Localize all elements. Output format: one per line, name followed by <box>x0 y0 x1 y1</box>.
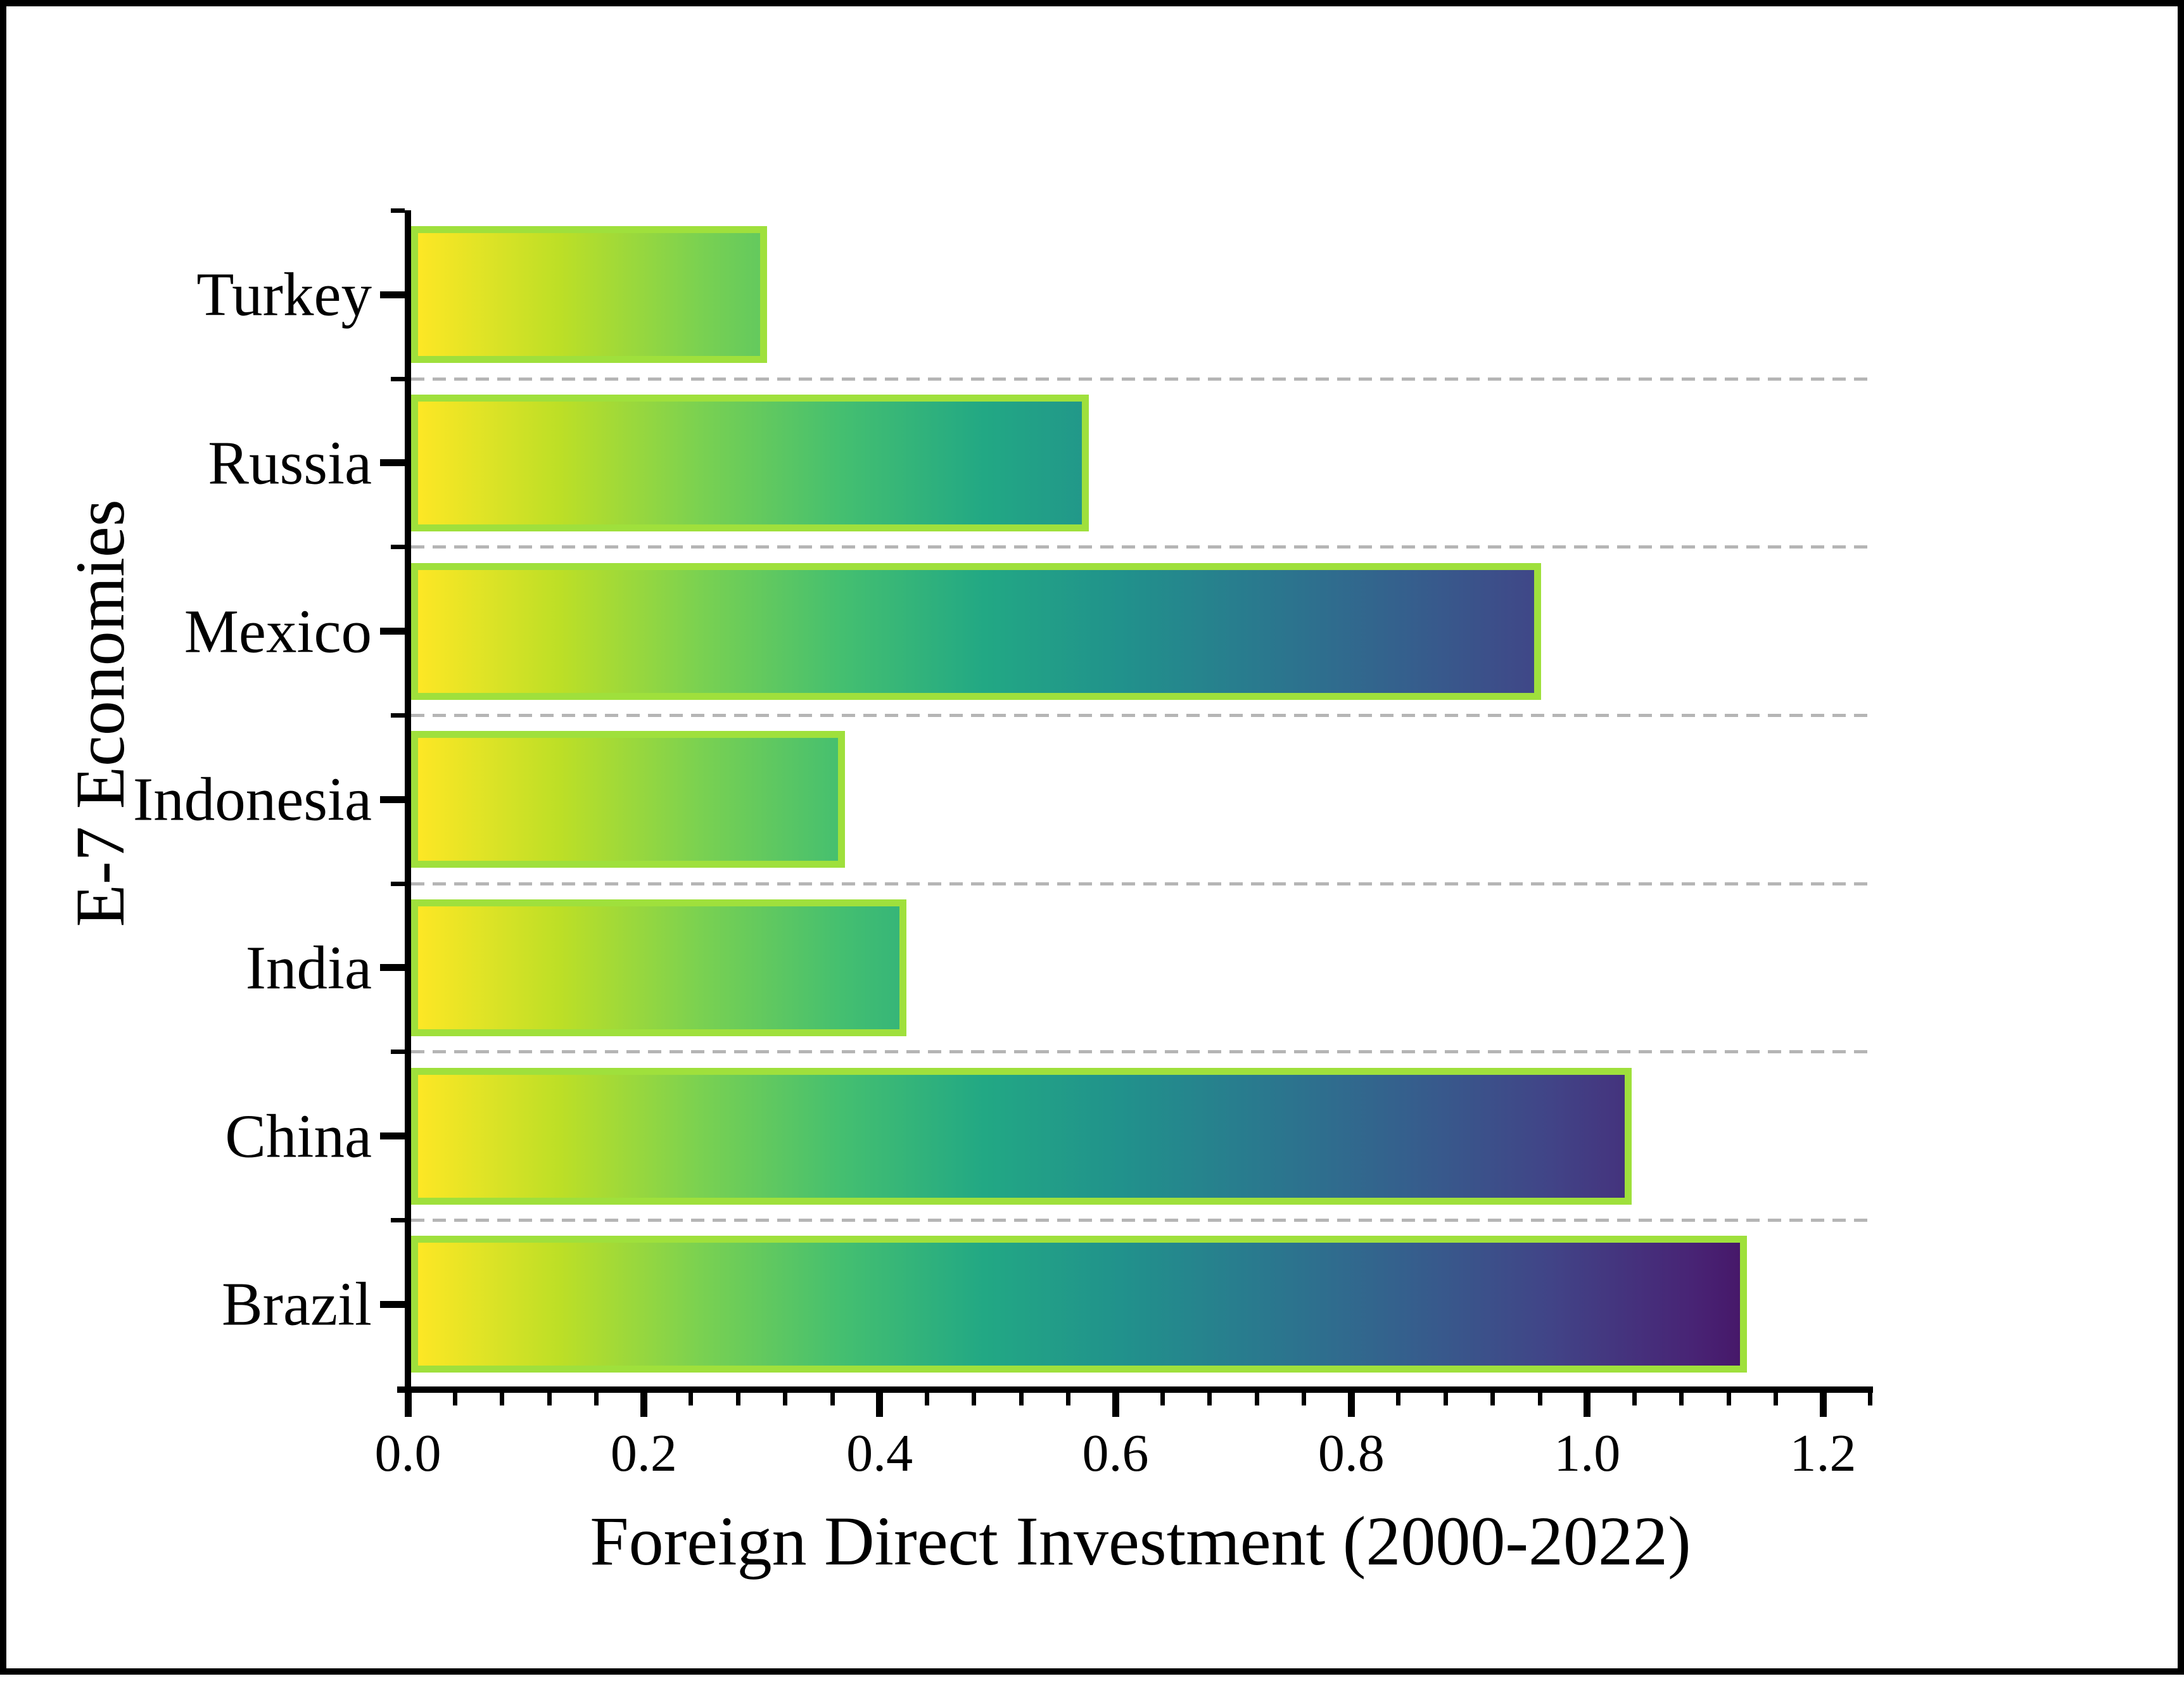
y-major-tick <box>380 1132 405 1140</box>
y-minor-tick <box>391 376 405 381</box>
x-major-tick <box>1584 1393 1591 1417</box>
y-minor-tick <box>391 881 405 886</box>
x-tick-label: 0.4 <box>846 1424 913 1483</box>
gridline-dashed <box>411 1218 1873 1222</box>
y-minor-tick <box>391 1217 405 1222</box>
x-minor-tick <box>1019 1393 1024 1405</box>
category-label-india: India <box>245 934 372 1002</box>
x-minor-tick <box>1160 1393 1165 1405</box>
x-minor-tick <box>783 1393 788 1405</box>
y-axis-spine <box>405 210 411 1393</box>
x-minor-tick <box>924 1393 929 1405</box>
gridline-dashed <box>411 377 1873 381</box>
x-minor-tick <box>1868 1393 1872 1405</box>
x-minor-tick <box>1302 1393 1307 1405</box>
x-minor-tick <box>689 1393 694 1405</box>
x-minor-tick <box>1679 1393 1684 1405</box>
category-label-turkey: Turkey <box>196 260 372 329</box>
x-minor-tick <box>1396 1393 1401 1405</box>
x-tick-label: 1.0 <box>1554 1424 1621 1483</box>
x-major-tick <box>1819 1393 1827 1417</box>
x-minor-tick <box>500 1393 505 1405</box>
x-minor-tick <box>1726 1393 1731 1405</box>
bar-indonesia <box>411 731 846 868</box>
bar-mexico <box>411 562 1541 700</box>
y-major-tick <box>380 628 405 635</box>
x-minor-tick <box>1774 1393 1779 1405</box>
x-minor-tick <box>1254 1393 1259 1405</box>
x-minor-tick <box>1207 1393 1212 1405</box>
x-minor-tick <box>452 1393 457 1405</box>
x-major-tick <box>1347 1393 1355 1417</box>
x-minor-tick <box>594 1393 599 1405</box>
x-tick-label: 0.2 <box>610 1424 677 1483</box>
y-minor-tick <box>391 1050 405 1055</box>
x-major-tick <box>640 1393 647 1417</box>
category-label-china: China <box>225 1102 372 1170</box>
x-tick-label: 1.2 <box>1789 1424 1857 1483</box>
x-tick-label: 0.0 <box>374 1424 441 1483</box>
y-axis-title: E-7 Economies <box>61 499 139 927</box>
category-label-indonesia: Indonesia <box>132 765 372 834</box>
x-major-tick <box>404 1393 412 1417</box>
gridline-dashed <box>411 1050 1873 1054</box>
y-major-tick <box>380 1300 405 1308</box>
x-axis-title: Foreign Direct Investment (2000-2022) <box>590 1502 1691 1580</box>
y-major-tick <box>380 964 405 972</box>
x-tick-label: 0.6 <box>1082 1424 1149 1483</box>
y-minor-tick <box>391 208 405 213</box>
x-minor-tick <box>1490 1393 1495 1405</box>
bar-brazil <box>411 1236 1748 1373</box>
category-label-russia: Russia <box>208 429 372 497</box>
x-minor-tick <box>1537 1393 1542 1405</box>
gridline-dashed <box>411 713 1873 717</box>
gridline-dashed <box>411 882 1873 885</box>
x-minor-tick <box>1066 1393 1071 1405</box>
y-major-tick <box>380 291 405 298</box>
y-major-tick <box>380 459 405 467</box>
y-minor-tick <box>391 545 405 550</box>
x-major-tick <box>876 1393 884 1417</box>
plot-area: Turkey Russia Mexico Indonesia India China Bra… <box>6 6 2184 1681</box>
bar-india <box>411 899 906 1036</box>
x-minor-tick <box>547 1393 552 1405</box>
x-tick-label: 0.8 <box>1317 1424 1385 1483</box>
category-label-mexico: Mexico <box>184 597 372 666</box>
x-major-tick <box>1112 1393 1119 1417</box>
bar-russia <box>411 394 1089 531</box>
x-minor-tick <box>972 1393 977 1405</box>
x-minor-tick <box>735 1393 740 1405</box>
bar-china <box>411 1067 1632 1205</box>
y-minor-tick <box>391 713 405 718</box>
x-minor-tick <box>1632 1393 1637 1405</box>
x-axis-spine <box>397 1386 1873 1393</box>
y-major-tick <box>380 796 405 803</box>
x-minor-tick <box>830 1393 835 1405</box>
bar-turkey <box>411 226 768 364</box>
gridline-dashed <box>411 545 1873 549</box>
x-minor-tick <box>1443 1393 1448 1405</box>
category-label-brazil: Brazil <box>221 1270 372 1338</box>
